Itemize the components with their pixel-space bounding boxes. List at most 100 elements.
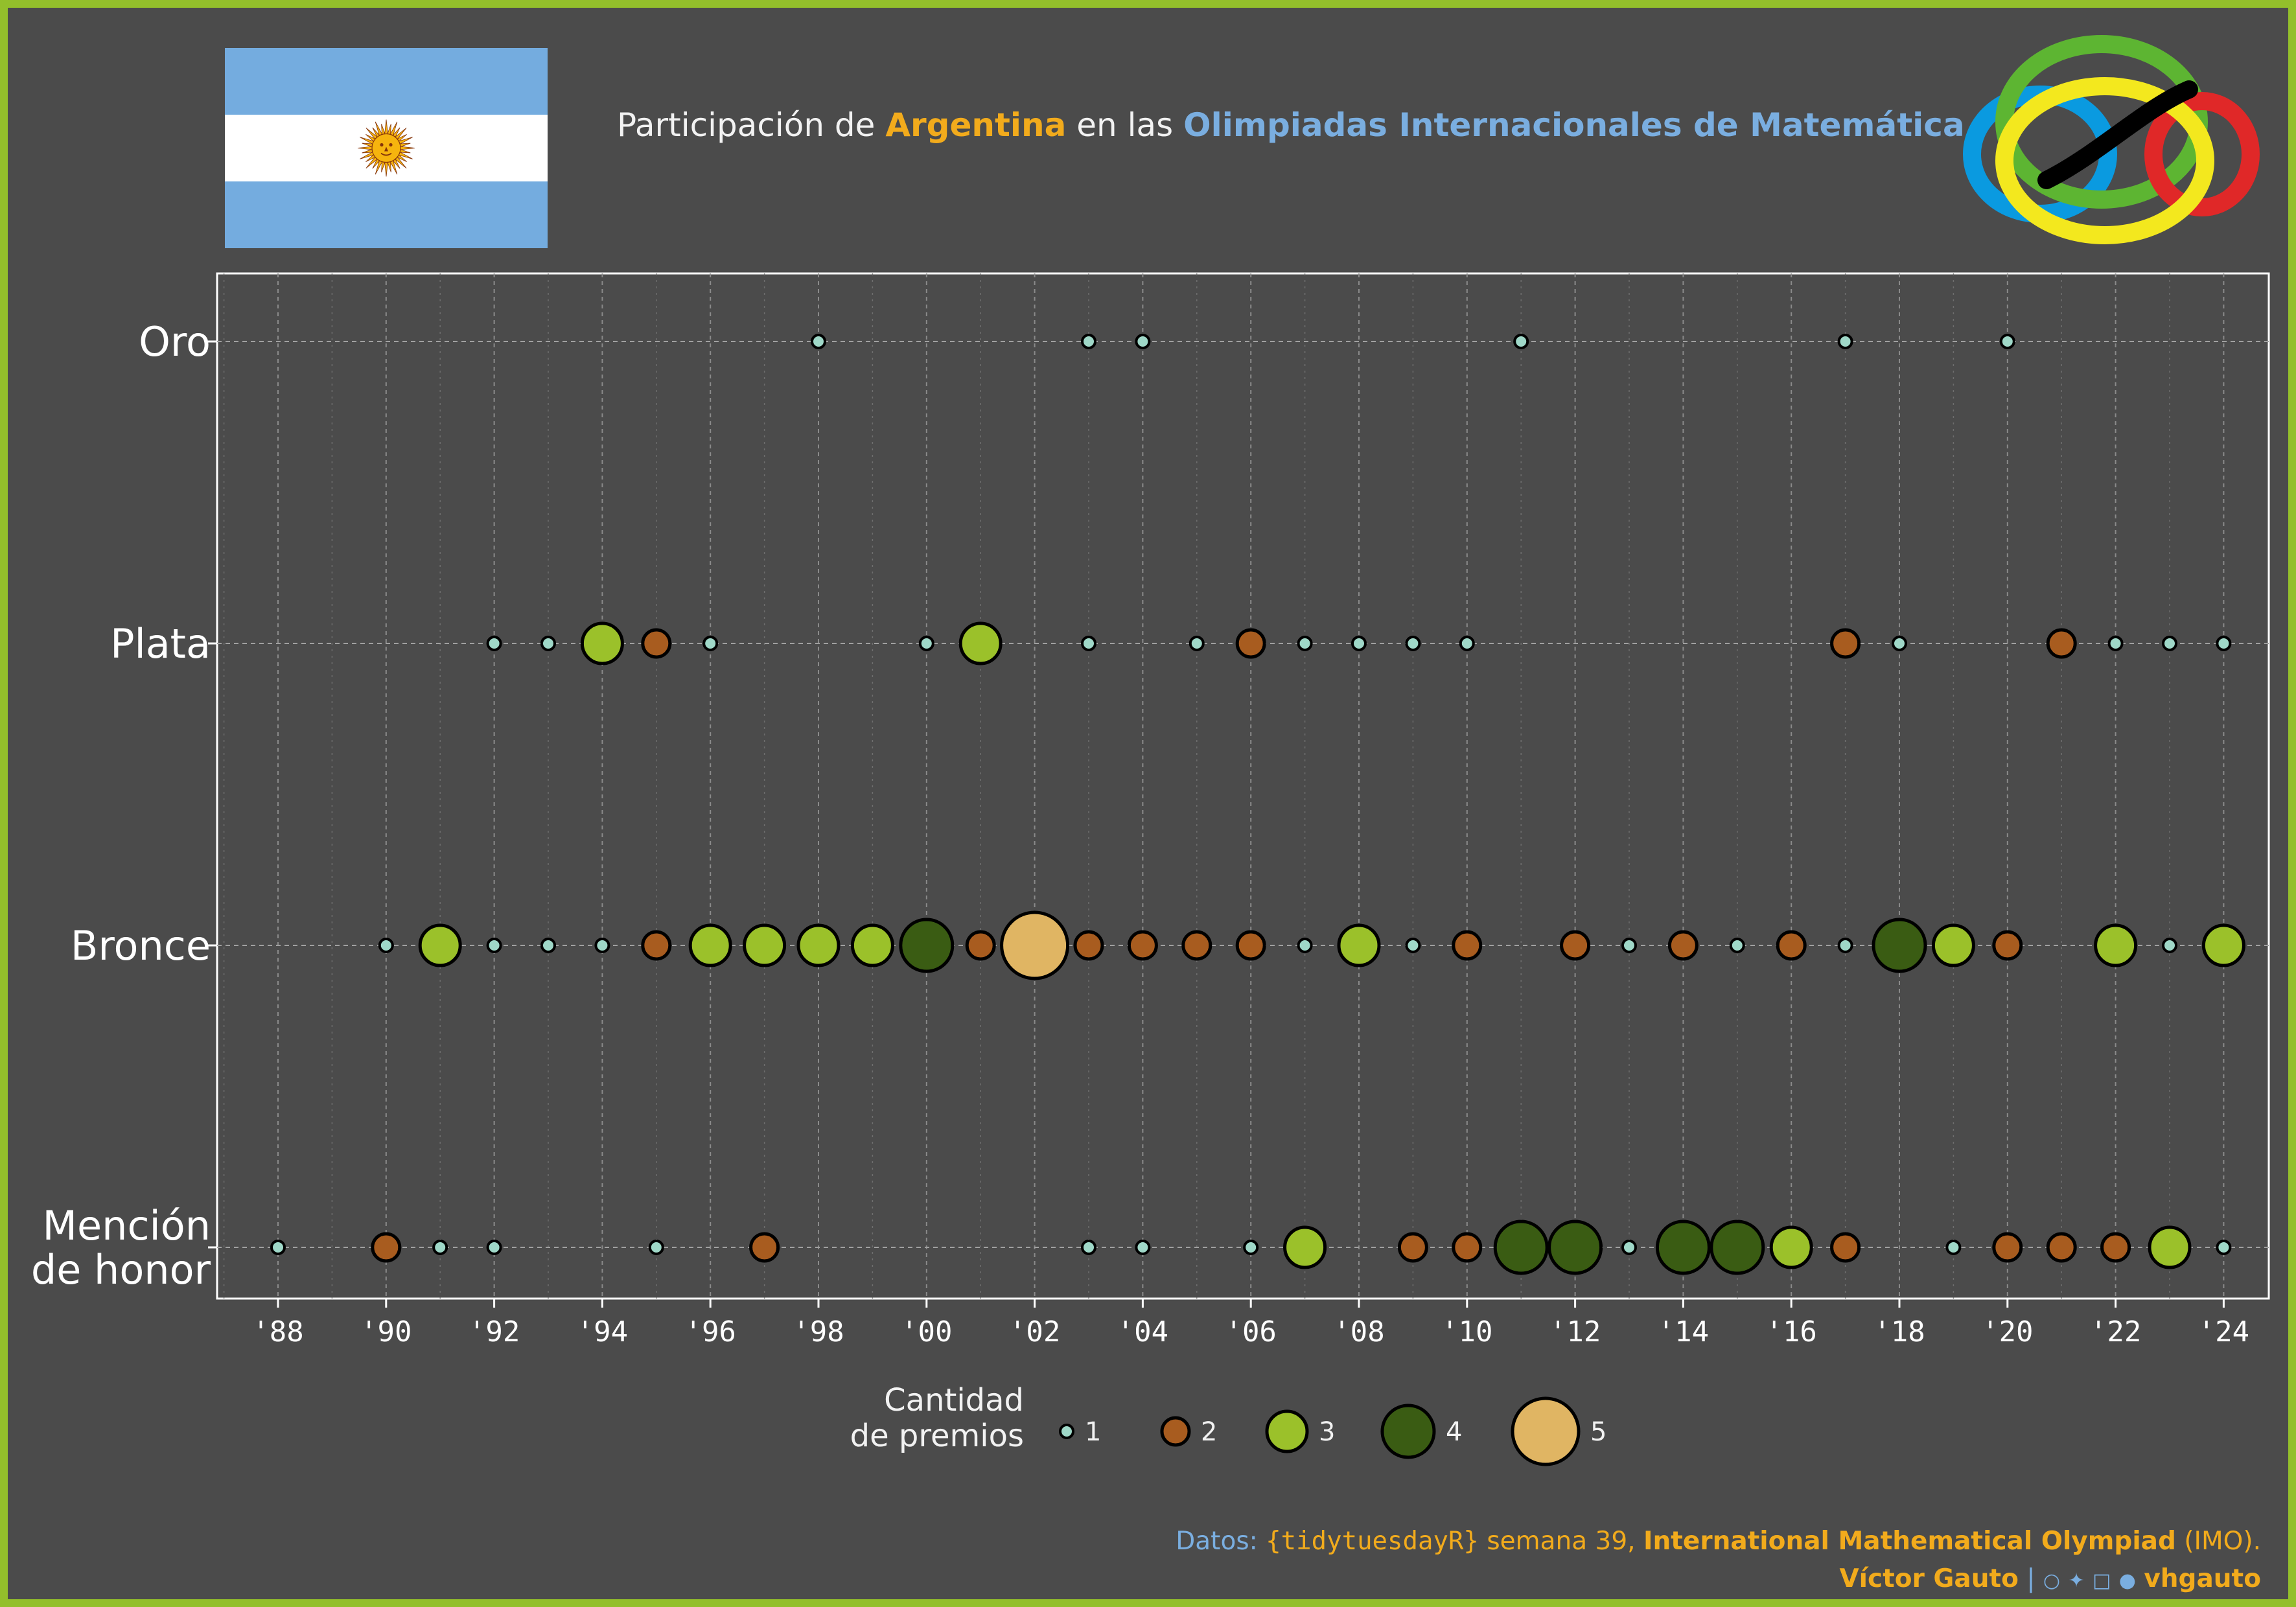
data-point bbox=[1235, 628, 1266, 659]
data-point bbox=[1493, 1220, 1549, 1275]
legend-key-circle bbox=[1265, 1409, 1309, 1453]
data-point bbox=[2162, 938, 2177, 953]
data-point bbox=[1655, 1220, 1711, 1275]
data-point bbox=[1830, 628, 1861, 659]
data-point bbox=[580, 621, 624, 665]
data-point bbox=[1560, 930, 1591, 961]
author-name: Víctor Gauto bbox=[1839, 1564, 2019, 1593]
data-point bbox=[850, 923, 894, 967]
legend-key-label: 2 bbox=[1201, 1417, 1217, 1447]
footer-credits: Datos: {tidytuesdayR} semana 39, Interna… bbox=[1176, 1523, 2261, 1600]
legend-key-circle bbox=[1380, 1404, 1436, 1459]
twitter-icon: ✦ bbox=[2068, 1569, 2085, 1592]
data-point bbox=[2094, 923, 2138, 967]
data-point bbox=[1397, 1232, 1428, 1263]
data-point bbox=[270, 1240, 286, 1255]
data-point bbox=[1297, 938, 1313, 953]
author-handle: vhgauto bbox=[2144, 1564, 2261, 1593]
data-point bbox=[796, 923, 841, 967]
size-legend: Cantidad de premios 1 2 3 4 5 bbox=[850, 1382, 1606, 1466]
data-point bbox=[1892, 636, 1907, 651]
data-point bbox=[1931, 923, 1975, 967]
data-point bbox=[2216, 636, 2232, 651]
x-tick-label: '14 bbox=[1658, 1315, 1709, 1348]
data-point bbox=[2162, 636, 2177, 651]
title-event: Olimpiadas Internacionales de Matemática bbox=[1183, 106, 1965, 144]
title-middle: en las bbox=[1066, 106, 1184, 144]
data-point bbox=[743, 923, 787, 967]
data-point bbox=[1081, 1240, 1096, 1255]
x-tick-label: '96 bbox=[684, 1315, 736, 1348]
x-tick-label: '12 bbox=[1549, 1315, 1601, 1348]
data-point bbox=[1830, 1232, 1861, 1263]
data-point bbox=[1235, 930, 1266, 961]
data-point bbox=[2201, 923, 2245, 967]
data-point bbox=[1073, 930, 1104, 961]
data-point bbox=[2046, 628, 2077, 659]
data-point bbox=[2216, 1240, 2232, 1255]
data-point bbox=[1769, 1225, 1813, 1269]
data-point bbox=[641, 628, 672, 659]
author-separator: | bbox=[2018, 1564, 2043, 1593]
data-point bbox=[702, 636, 719, 651]
data-point bbox=[1405, 938, 1421, 953]
data-point bbox=[432, 1240, 448, 1255]
data-point bbox=[2107, 636, 2124, 651]
data-point bbox=[1992, 1232, 2023, 1263]
data-point bbox=[749, 1232, 780, 1263]
data-point bbox=[918, 636, 934, 651]
source-dataset: International Mathematical Olympiad bbox=[1643, 1527, 2176, 1556]
legend-key-circle bbox=[1511, 1396, 1581, 1466]
grid-lines bbox=[217, 273, 2269, 1299]
instagram-icon: □ bbox=[2093, 1569, 2111, 1592]
y-tick-label: Plata bbox=[110, 620, 211, 667]
imo-logo-icon bbox=[1963, 35, 2260, 244]
data-point bbox=[1127, 930, 1158, 961]
data-point bbox=[486, 1240, 502, 1255]
data-point bbox=[1452, 930, 1483, 961]
x-tick-label: '06 bbox=[1225, 1315, 1276, 1348]
data-point bbox=[1081, 334, 1096, 349]
footer-source-line: Datos: {tidytuesdayR} semana 39, Interna… bbox=[1176, 1523, 2261, 1560]
data-point bbox=[486, 938, 502, 953]
data-point bbox=[958, 621, 1003, 665]
data-point bbox=[486, 636, 502, 651]
y-tick-label: Bronce bbox=[71, 922, 211, 969]
x-tick-label: '00 bbox=[901, 1315, 952, 1348]
data-point bbox=[1337, 923, 1381, 967]
data-point bbox=[1872, 918, 1927, 973]
data-point bbox=[1992, 930, 2023, 961]
x-tick-label: '88 bbox=[252, 1315, 303, 1348]
legend-key-label: 3 bbox=[1319, 1417, 1335, 1447]
data-point bbox=[1135, 1240, 1151, 1255]
data-point bbox=[1548, 1220, 1603, 1275]
x-tick-label: '98 bbox=[793, 1315, 844, 1348]
data-point bbox=[2046, 1232, 2077, 1263]
footer-author-line: Víctor Gauto | ○ ✦ □ ● vhgauto bbox=[1176, 1560, 2261, 1600]
data-point bbox=[1283, 1225, 1327, 1269]
x-tick-label: '20 bbox=[1982, 1315, 2033, 1348]
chart-title: Participación de Argentina en las Olimpi… bbox=[617, 106, 1975, 144]
github-icon: ○ bbox=[2043, 1569, 2061, 1592]
x-tick-label: '02 bbox=[1009, 1315, 1060, 1348]
data-point bbox=[641, 930, 672, 961]
data-point bbox=[1837, 334, 1853, 349]
title-prefix: Participación de bbox=[617, 106, 886, 144]
data-point bbox=[1729, 938, 1745, 953]
data-point bbox=[1081, 636, 1096, 651]
data-point bbox=[1667, 930, 1699, 961]
data-point bbox=[594, 938, 610, 953]
x-tick-label: '92 bbox=[469, 1315, 520, 1348]
y-tick-label: de honor bbox=[31, 1246, 211, 1293]
legend-title-line2: de premios bbox=[850, 1418, 1024, 1454]
data-point bbox=[1776, 930, 1807, 961]
data-point bbox=[965, 930, 996, 961]
mastodon-icon: ● bbox=[2118, 1569, 2136, 1592]
y-tick-label: Mención bbox=[43, 1202, 211, 1249]
x-tick-label: '22 bbox=[2090, 1315, 2141, 1348]
legend-key-label: 5 bbox=[1590, 1417, 1606, 1447]
data-point bbox=[648, 1240, 664, 1255]
sun-of-may-icon bbox=[357, 119, 415, 177]
